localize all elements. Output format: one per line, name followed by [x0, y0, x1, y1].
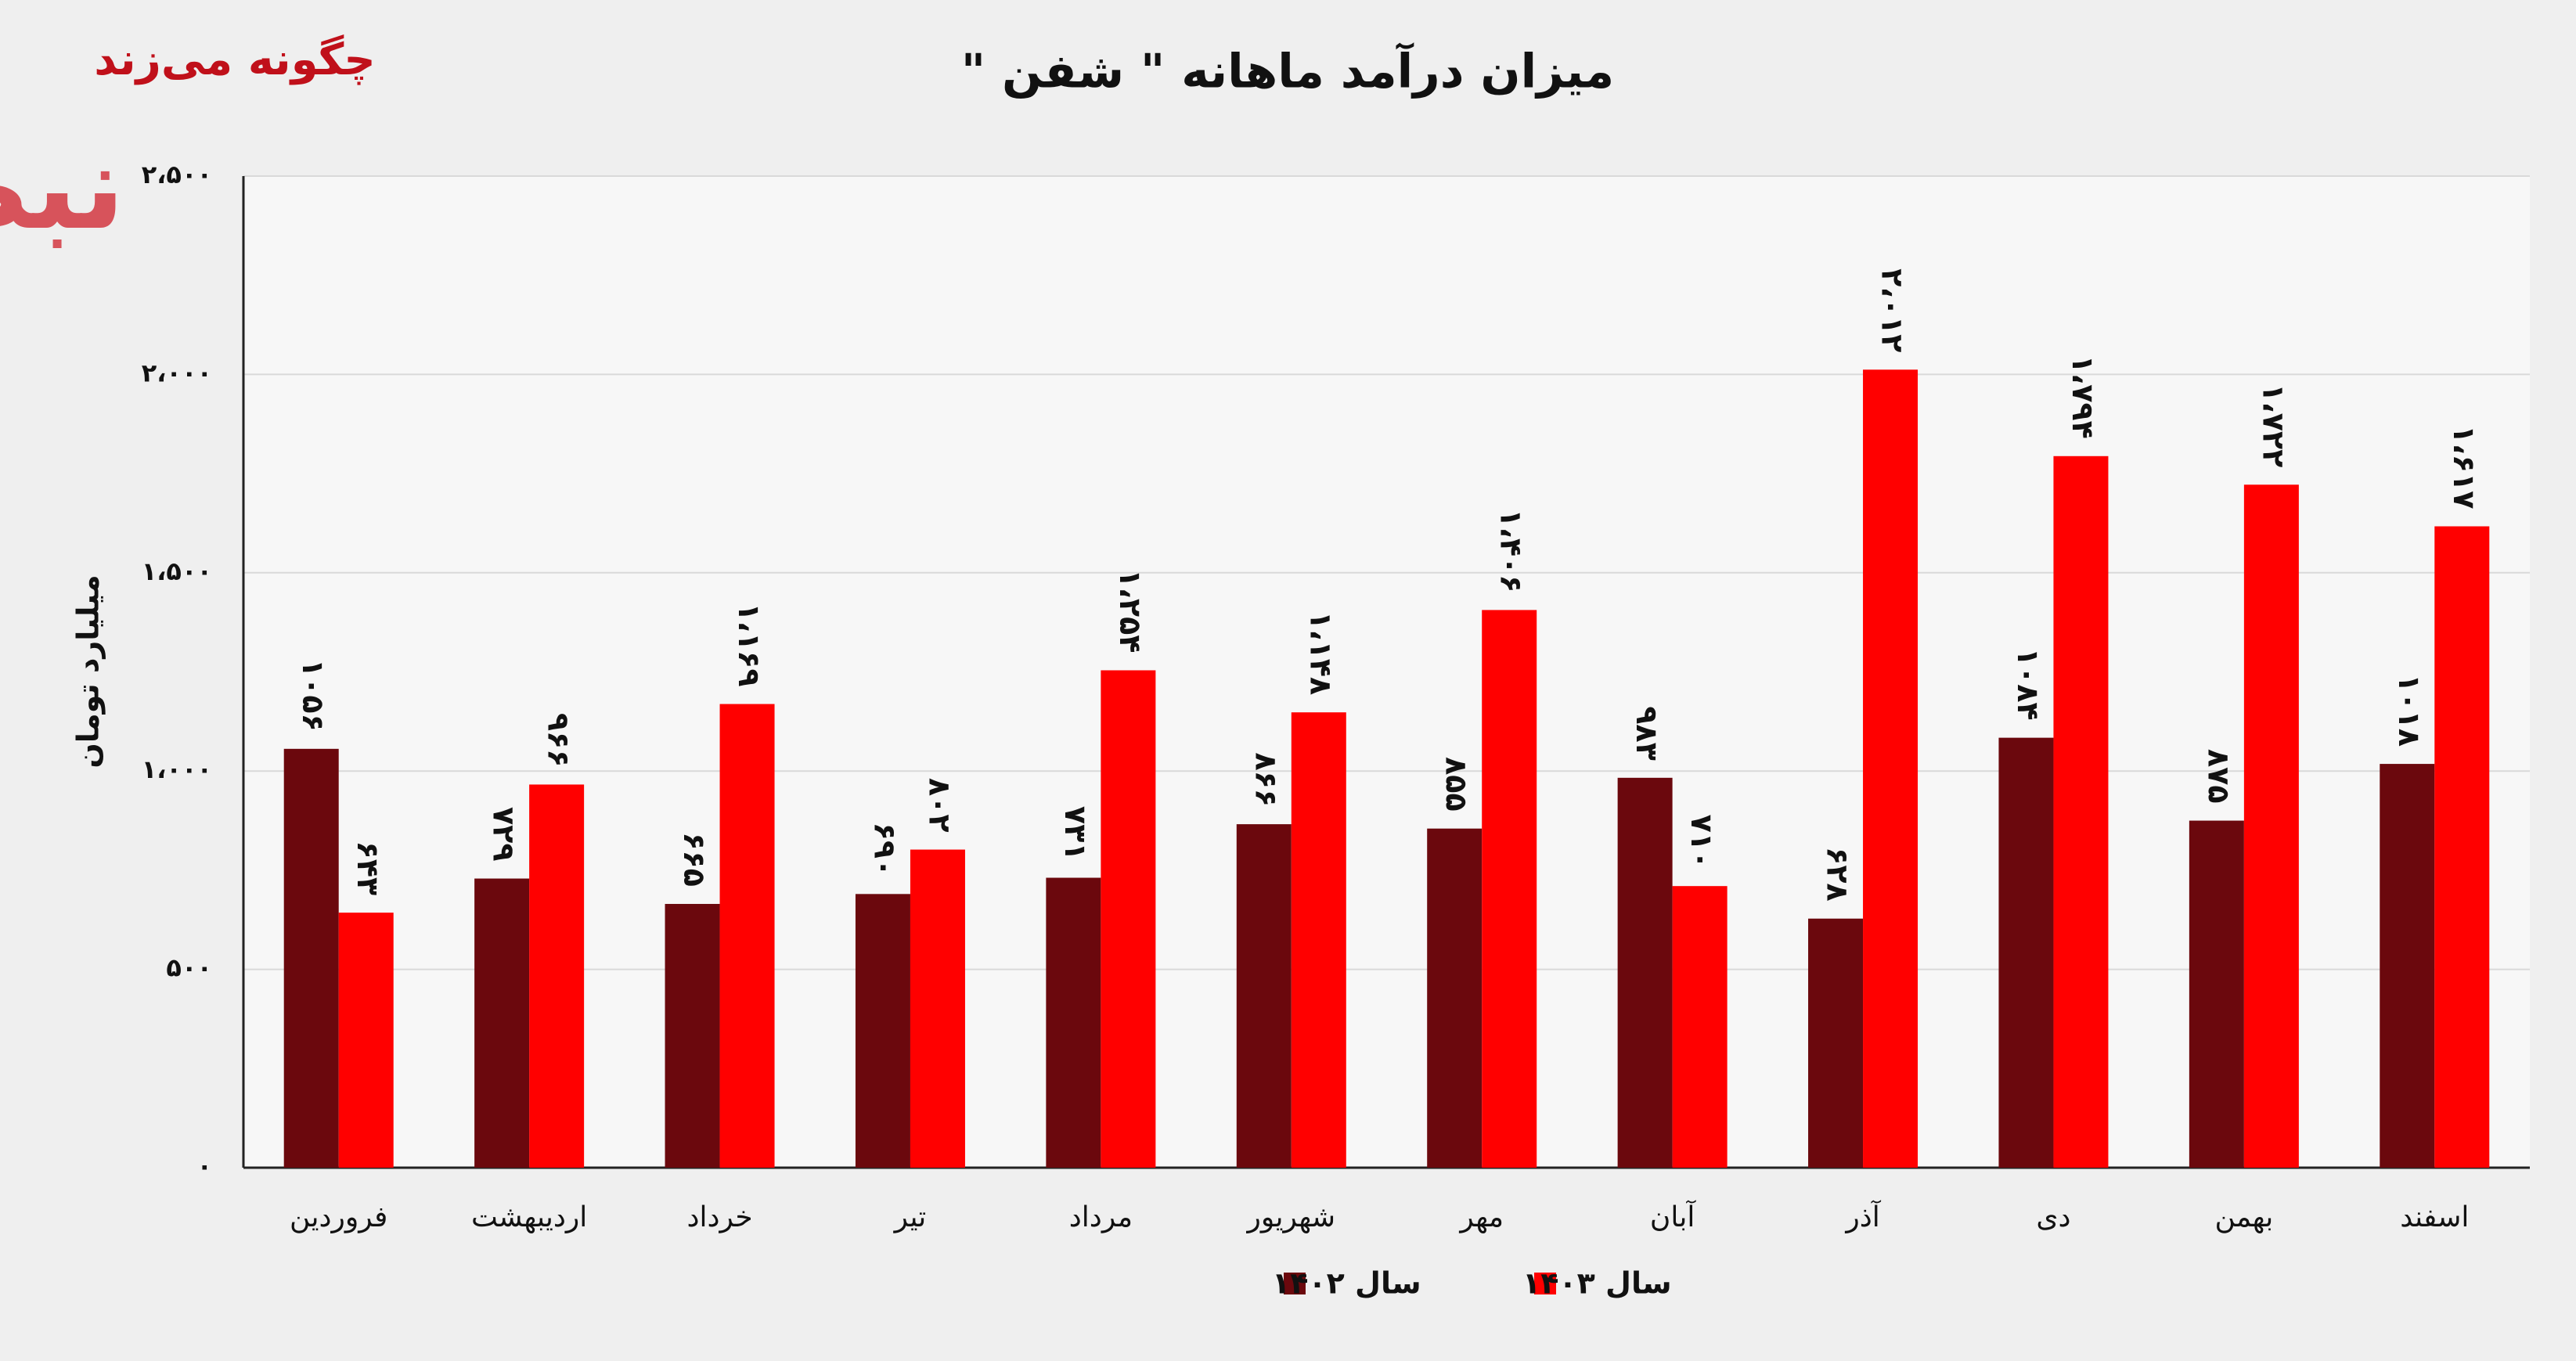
bar — [1101, 670, 1156, 1168]
value-label: ۱،۲۵۴ — [1113, 569, 1147, 653]
bar — [2434, 526, 2490, 1168]
y-tick-label: ۲،۰۰۰ — [142, 358, 212, 387]
value-label: ۱،۱۶۹ — [732, 603, 766, 686]
legend-swatch — [1284, 1273, 1306, 1294]
bar — [910, 849, 965, 1168]
y-tick-label: ۲،۵۰۰ — [142, 160, 212, 189]
y-tick-label: ۱،۵۰۰ — [142, 556, 212, 586]
x-tick-label: آذر — [1844, 1199, 1881, 1233]
bar — [1046, 877, 1101, 1168]
x-tick-label: اردیبهشت — [471, 1201, 587, 1233]
bar — [2243, 484, 2299, 1168]
x-tick-label: آبان — [1650, 1199, 1696, 1233]
x-tick-label: خرداد — [686, 1201, 752, 1233]
value-label: ۷۳۱ — [1058, 806, 1093, 861]
legend-label: سال ۱۴۰۲ — [1272, 1266, 1421, 1301]
legend-swatch — [1534, 1273, 1556, 1294]
value-label: ۱۰۱۸ — [2392, 674, 2426, 747]
bar — [719, 704, 775, 1168]
y-tick-label: ۵۰۰ — [166, 953, 212, 983]
value-label: ۶۲۸ — [1821, 847, 1855, 902]
value-label: ۱۰۸۴ — [2011, 648, 2045, 721]
bar — [1998, 737, 2054, 1168]
logo-tagline: چگونه می‌زند — [94, 34, 375, 85]
logo-name: نبض بازار — [0, 120, 125, 257]
bar — [1672, 886, 1728, 1168]
bar — [1236, 824, 1292, 1168]
value-label: ۱،۱۴۸ — [1303, 611, 1338, 695]
bar — [1482, 610, 1537, 1168]
value-label: ۸۷۵ — [2201, 749, 2236, 804]
value-label: ۲،۰۱۲ — [1875, 268, 1910, 352]
x-tick-label: فروردین — [290, 1201, 387, 1233]
bar — [1808, 918, 1864, 1168]
plot-area — [243, 176, 2530, 1168]
value-label: ۸۵۵ — [1439, 757, 1474, 812]
bar — [2189, 820, 2244, 1168]
bar — [529, 784, 585, 1168]
x-tick-label: شهریور — [1245, 1201, 1335, 1233]
bar — [1427, 828, 1483, 1168]
x-tick-label: دی — [2036, 1201, 2070, 1233]
x-tick-label: مهر — [1458, 1201, 1504, 1233]
value-label: ۸۰۲ — [922, 778, 957, 833]
value-label: ۹۸۳ — [1630, 706, 1664, 761]
value-label: ۶۹۰ — [867, 823, 902, 877]
value-label: ۶۴۳ — [351, 841, 385, 896]
value-label: ۱۰۵۶ — [296, 659, 330, 732]
y-tick-label: ۱،۰۰۰ — [142, 754, 212, 784]
x-tick-label: مرداد — [1069, 1201, 1133, 1233]
value-label: ۸۶۶ — [1248, 753, 1283, 808]
value-label: ۷۲۹ — [487, 807, 521, 862]
value-label: ۷۱۰ — [1684, 815, 1719, 870]
x-tick-label: اسفند — [2400, 1201, 2469, 1233]
value-label: ۱،۶۱۷ — [2447, 425, 2481, 509]
value-label: ۱،۷۲۲ — [2256, 383, 2290, 467]
y-tick-label: ۰ — [196, 1151, 212, 1181]
bar — [2053, 455, 2109, 1168]
chart-title: میزان درآمد ماهانه " شفن " — [961, 42, 1614, 99]
bar — [665, 903, 720, 1168]
value-label: ۹۶۶ — [542, 713, 576, 768]
value-label: ۶۶۵ — [677, 832, 712, 887]
bar — [338, 913, 394, 1168]
x-tick-label: بهمن — [2214, 1201, 2273, 1233]
y-axis-label: میلیارد تومان — [71, 574, 106, 768]
value-label: ۱،۴۰۶ — [1494, 509, 1529, 592]
value-label: ۱،۷۹۴ — [2066, 355, 2100, 439]
bar — [1863, 369, 1918, 1168]
bar — [2380, 764, 2435, 1168]
bar — [1617, 777, 1673, 1168]
bar — [283, 748, 339, 1168]
bar — [855, 894, 910, 1168]
bar — [1291, 712, 1346, 1168]
legend-label: سال ۱۴۰۳ — [1522, 1266, 1672, 1301]
bar — [474, 878, 530, 1168]
x-tick-label: تیر — [893, 1201, 927, 1233]
